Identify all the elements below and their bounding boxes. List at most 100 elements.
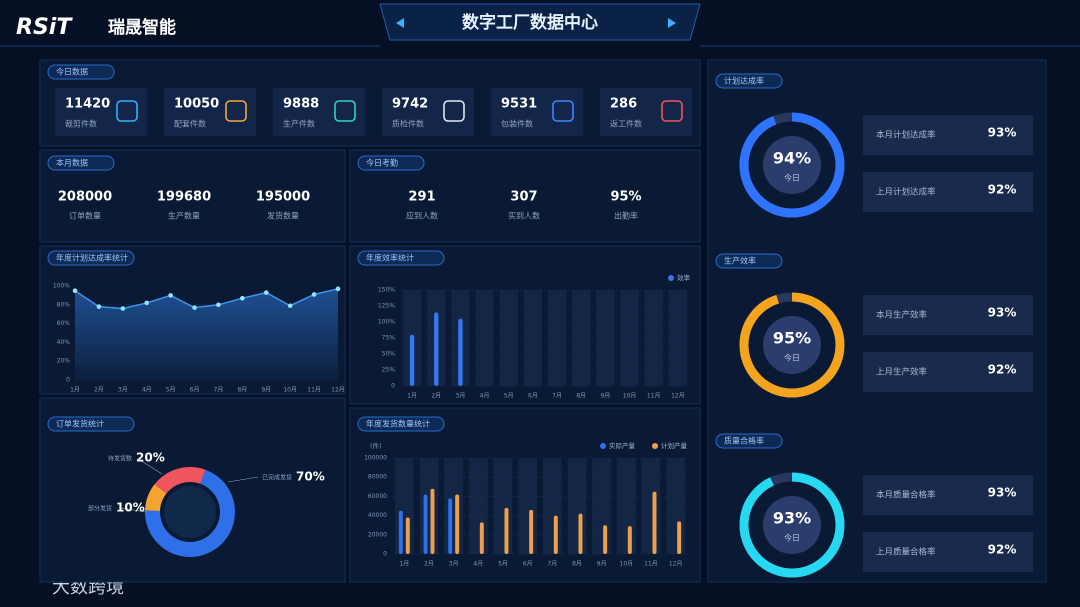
- ring-value: 95%: [773, 329, 811, 348]
- chart-title: 年度计划达成率统计: [56, 253, 128, 263]
- panel-tag: [357, 155, 425, 171]
- bar-track: [493, 458, 513, 554]
- kpi-card: [164, 88, 256, 136]
- month-value: 208000: [58, 190, 112, 205]
- bar-track: [419, 458, 439, 554]
- panel-title: 今日考勤: [366, 158, 398, 168]
- x-tick-label: 11月: [307, 387, 321, 394]
- x-tick-label: 12月: [669, 561, 683, 568]
- rate-label: 上月生产效率: [876, 367, 928, 378]
- legend-swatch: [668, 275, 674, 281]
- line-point: [311, 292, 317, 297]
- line: [74, 288, 339, 310]
- kpi-value: 286: [610, 97, 637, 112]
- kpi-icon: [334, 100, 356, 122]
- line-point: [144, 300, 150, 306]
- kpi-icon: [552, 100, 574, 122]
- bar: [448, 498, 453, 554]
- ring-sub: 今日: [784, 353, 800, 363]
- pie-value-label: 70%: [296, 470, 325, 484]
- bar: [398, 510, 403, 554]
- pie-category-label: 部分发货: [88, 505, 112, 513]
- line-point: [168, 293, 173, 298]
- bar-track: [567, 458, 587, 554]
- line-point: [287, 303, 293, 309]
- panel: [39, 59, 701, 147]
- attendance-value: 307: [510, 190, 537, 205]
- kpi-value: 10050: [174, 97, 219, 112]
- bar-track: [468, 458, 488, 554]
- rate-row: [863, 172, 1033, 212]
- panel-title: 今日数据: [56, 67, 88, 77]
- bar: [455, 494, 460, 554]
- x-tick-label: 9月: [601, 393, 611, 400]
- ring-value: 94%: [773, 149, 811, 168]
- kpi-label: 裁剪件数: [65, 119, 97, 129]
- panel-tag: [715, 73, 783, 89]
- x-tick-label: 7月: [214, 387, 224, 394]
- x-tick-label: 6月: [190, 387, 200, 394]
- rate-label: 上月计划达成率: [876, 187, 936, 198]
- x-tick-label: 5月: [504, 393, 514, 400]
- y-tick-label: 80%: [57, 301, 71, 308]
- x-tick-label: 12月: [331, 387, 345, 394]
- rate-value: 92%: [988, 363, 1017, 377]
- y-tick-label: 60000: [368, 493, 387, 500]
- line-point: [263, 290, 269, 295]
- bar-track: [596, 290, 615, 386]
- ring-core: [763, 316, 821, 374]
- rate-row: [863, 115, 1033, 155]
- rate-row: [863, 295, 1033, 335]
- kpi-icon: [225, 100, 247, 122]
- bar: [423, 494, 428, 554]
- bar: [409, 334, 415, 386]
- x-tick-label: 3月: [456, 393, 466, 400]
- panel-tag: [47, 64, 115, 80]
- bar: [458, 318, 463, 386]
- x-tick-label: 12月: [671, 393, 685, 400]
- ring-arc: [739, 112, 845, 218]
- attendance-label: 出勤率: [614, 211, 638, 221]
- chart-title: 订单发货统计: [56, 419, 104, 429]
- kpi-card: [600, 88, 692, 136]
- ring-value: 93%: [773, 509, 811, 528]
- y-tick-label: 150%: [378, 287, 395, 294]
- attendance-value: 291: [408, 190, 435, 205]
- panel-tag: [47, 155, 115, 171]
- bar: [405, 517, 410, 554]
- kpi-card: [491, 88, 583, 136]
- pie-slice: [145, 469, 236, 557]
- panel-title: 本月数据: [56, 158, 88, 168]
- x-tick-label: 1月: [407, 393, 417, 400]
- x-tick-label: 7月: [547, 561, 557, 568]
- pie-slice: [145, 484, 167, 511]
- pie-category-label: 待发货数: [108, 455, 132, 463]
- bar: [677, 521, 682, 554]
- kpi-value: 11420: [65, 97, 110, 112]
- bar: [504, 507, 509, 554]
- rate-value: 93%: [988, 486, 1017, 500]
- y-tick-label: 100%: [378, 319, 395, 326]
- kpi-label: 包装件数: [501, 119, 533, 129]
- x-tick-label: 2月: [94, 387, 104, 394]
- section-title: 质量合格率: [724, 436, 764, 446]
- arrow-left[interactable]: [396, 18, 404, 28]
- kpi-card: [273, 88, 365, 136]
- x-tick-label: 2月: [424, 561, 434, 568]
- rate-row: [863, 475, 1033, 515]
- bar: [627, 526, 632, 554]
- rate-label: 本月质量合格率: [876, 490, 936, 501]
- x-tick-label: 4月: [142, 387, 152, 394]
- arrow-right[interactable]: [668, 18, 676, 28]
- pie-slice: [154, 467, 206, 494]
- rate-value: 93%: [988, 306, 1017, 320]
- y-tick-label: 75%: [382, 335, 396, 342]
- line-point: [335, 286, 341, 292]
- rate-value: 92%: [988, 183, 1017, 197]
- bar-track: [523, 290, 543, 386]
- line-point: [240, 295, 245, 301]
- bar: [603, 525, 608, 554]
- x-tick-label: 1月: [70, 387, 80, 394]
- kpi-card: [382, 88, 474, 136]
